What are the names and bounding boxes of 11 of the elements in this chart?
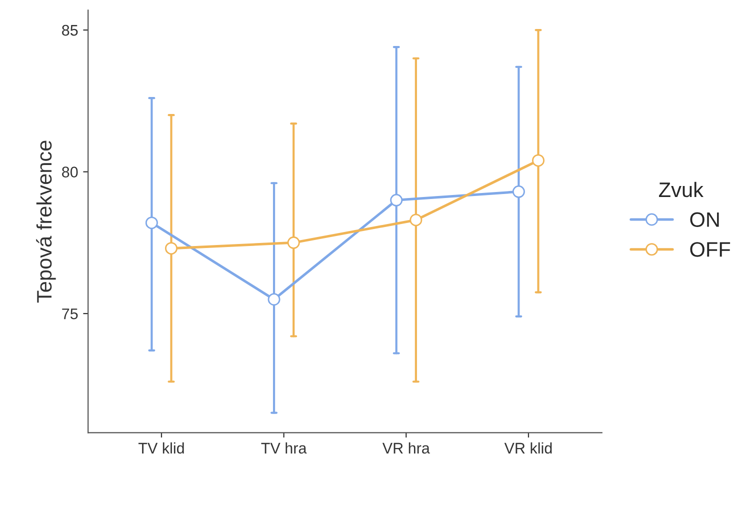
legend-label: ON [690,212,719,228]
y-tick-label: 75 [62,308,78,320]
x-tick-label: TV hra [261,442,307,454]
legend-label: OFF [690,242,730,257]
y-axis-title: Tepová frekvence [36,140,56,303]
x-tick-label: VR hra [382,442,430,454]
x-tick-label: TV klid [138,442,184,454]
y-tick-label: 85 [62,24,78,36]
x-tick-label: VR klid [504,442,552,454]
legend-title: Zvuk [658,182,704,198]
y-tick-label: 80 [62,166,78,178]
